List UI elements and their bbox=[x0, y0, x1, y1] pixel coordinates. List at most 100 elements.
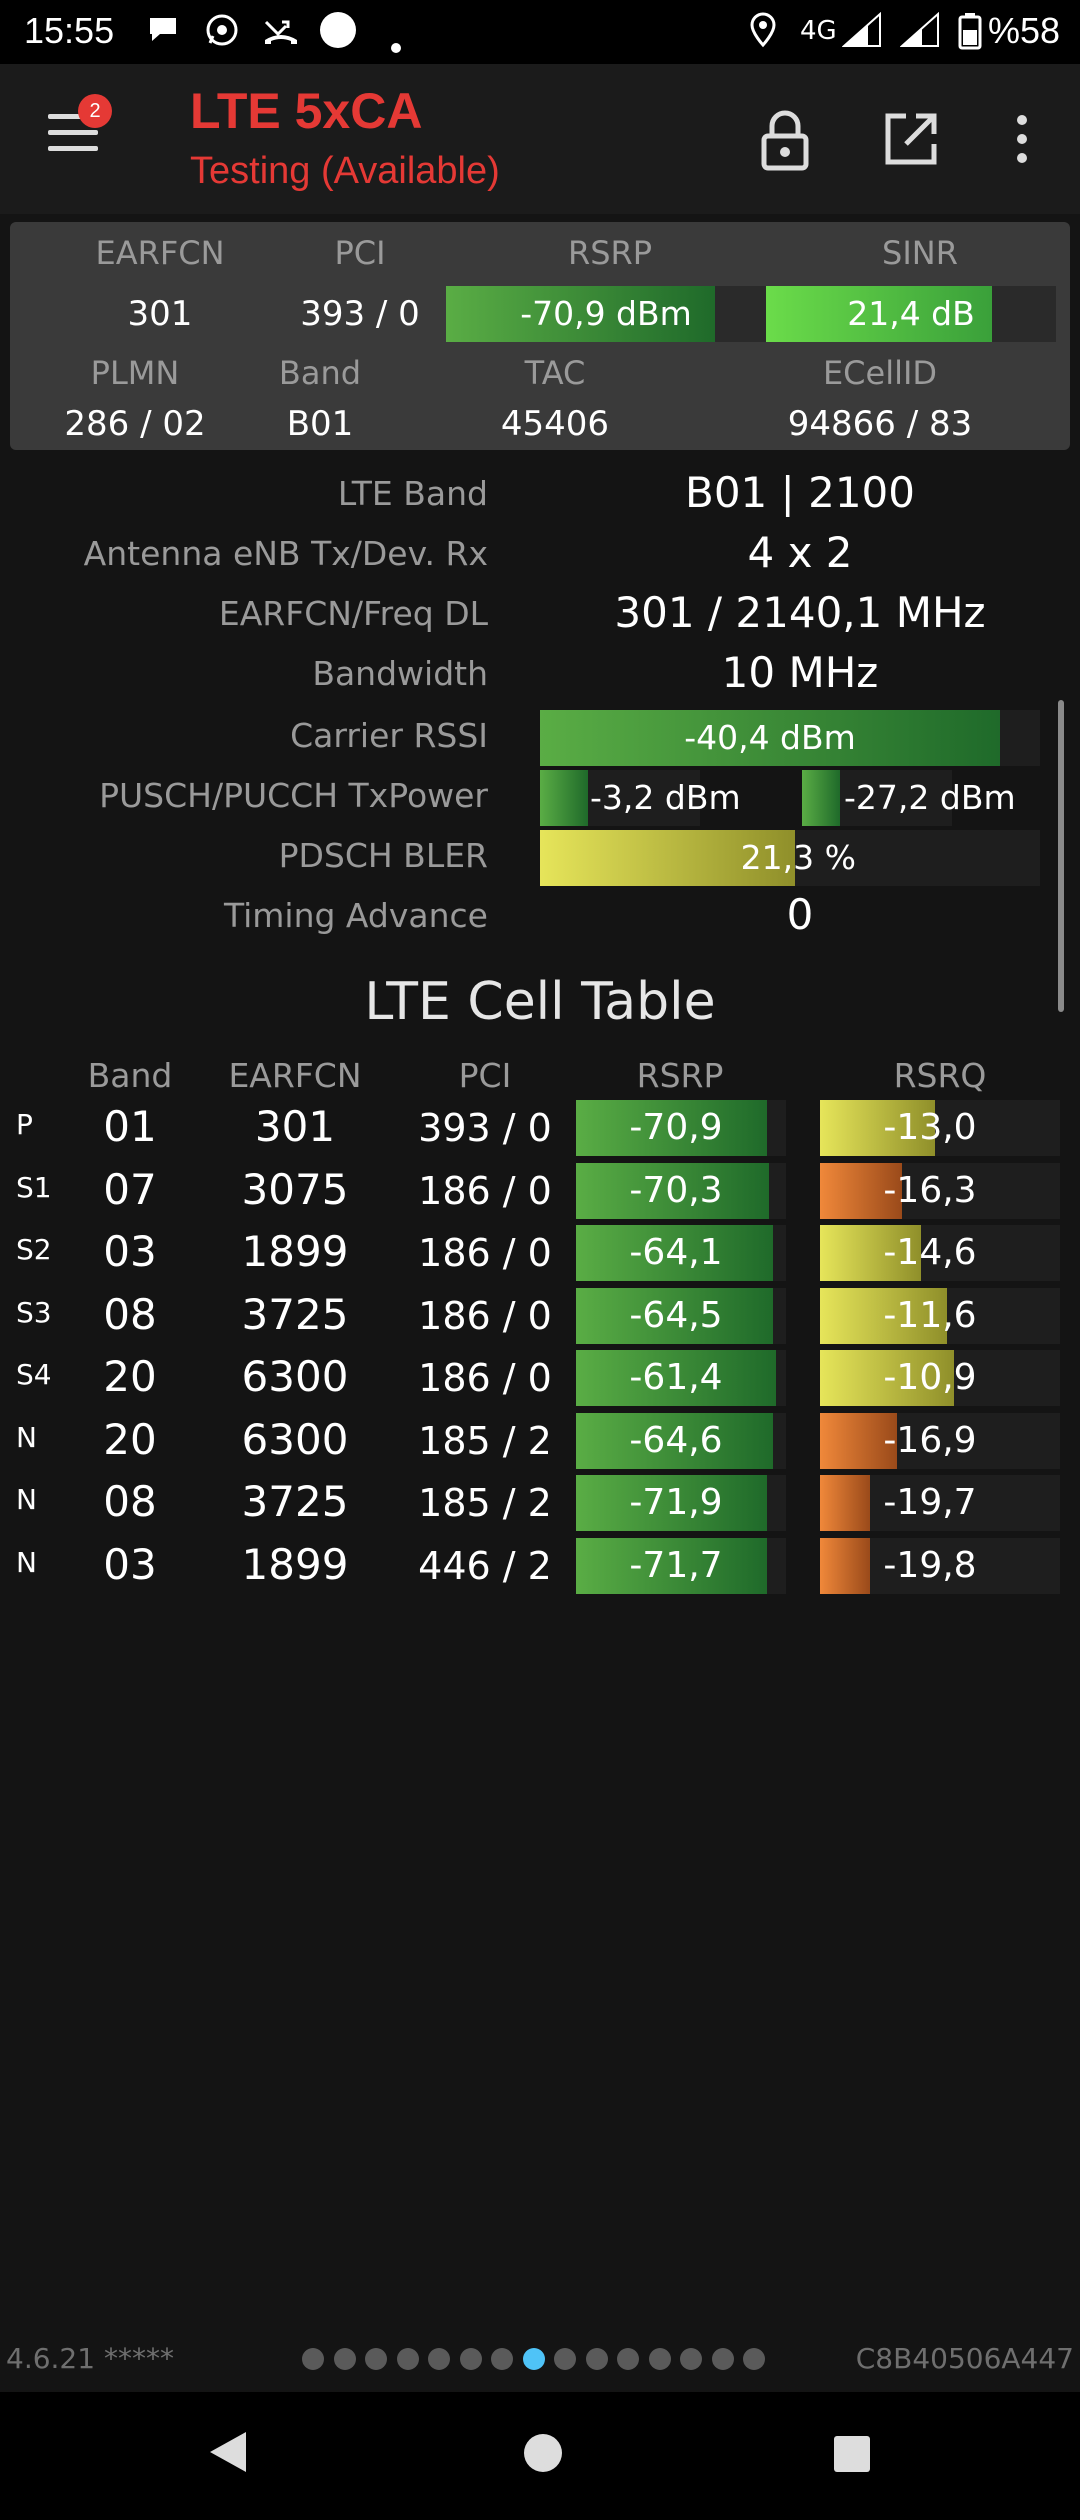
cell-type-tag: N bbox=[16, 1545, 37, 1579]
cell-rsrq-bar: -13,0 bbox=[820, 1100, 1060, 1156]
cell-earfcn: 6300 bbox=[241, 1414, 349, 1464]
cell-band: 01 bbox=[103, 1102, 157, 1151]
cell-rsrp-fill bbox=[576, 1350, 776, 1406]
home-icon[interactable] bbox=[524, 2434, 562, 2472]
cell-rsrp-value: -71,9 bbox=[629, 1482, 723, 1523]
cell-rsrq-fill bbox=[820, 1412, 897, 1469]
page-dot[interactable] bbox=[617, 2348, 639, 2370]
page-dot[interactable] bbox=[680, 2348, 702, 2370]
page-dot[interactable] bbox=[491, 2348, 513, 2370]
cell-rsrq-value: -19,8 bbox=[883, 1544, 977, 1586]
app-subtitle: Testing (Available) bbox=[190, 150, 500, 192]
cell-rsrq-fill bbox=[820, 1162, 902, 1219]
detail-lte-band: LTE Band B01 | 2100 bbox=[0, 466, 1080, 526]
detail-carrier-rssi: Carrier RSSI -40,4 dBm bbox=[0, 708, 1080, 768]
summary-header-sinr: SINR bbox=[882, 234, 958, 272]
cell-rsrq-bar: -16,3 bbox=[820, 1162, 1060, 1219]
cell-pci: 186 / 0 bbox=[418, 1231, 552, 1275]
battery-icon bbox=[958, 12, 982, 58]
whatsapp-icon bbox=[204, 12, 240, 56]
signal-icon bbox=[841, 11, 882, 56]
cell-pci: 186 / 0 bbox=[418, 1356, 552, 1400]
open-external-icon[interactable] bbox=[876, 104, 946, 174]
cell-rsrp-bar: -61,4 bbox=[576, 1350, 786, 1406]
table-row: S4 20 6300 186 / 0 -61,4 -10,9 bbox=[0, 1346, 1080, 1408]
cell-rsrp-value: -70,3 bbox=[629, 1169, 723, 1211]
more-options-icon[interactable] bbox=[990, 104, 1050, 174]
back-icon[interactable] bbox=[210, 2432, 246, 2472]
page-dot[interactable] bbox=[365, 2348, 387, 2370]
summary-rsrp-meter: -70,9 dBm bbox=[446, 286, 766, 342]
detail-label: Bandwidth bbox=[312, 654, 488, 693]
app-version: 4.6.21 ***** bbox=[6, 2342, 174, 2375]
page-dot-active[interactable] bbox=[522, 2348, 545, 2370]
status-bar: 15:55 4G %58 bbox=[0, 0, 1080, 64]
cell-rsrq-value: -16,9 bbox=[883, 1419, 977, 1461]
cell-rsrq-value: -19,7 bbox=[883, 1482, 977, 1523]
detail-label: PUSCH/PUCCH TxPower bbox=[99, 776, 488, 815]
pdsch-bler-value: 21,3 % bbox=[740, 838, 856, 877]
cell-type-tag: S4 bbox=[16, 1358, 52, 1391]
cell-band: 20 bbox=[103, 1352, 157, 1401]
summary-header-earfcn: EARFCN bbox=[95, 234, 225, 272]
lock-icon[interactable] bbox=[750, 104, 820, 174]
column-header-earfcn: EARFCN bbox=[228, 1056, 362, 1095]
summary-header-rsrp: RSRP bbox=[567, 234, 653, 272]
cell-rsrp-fill bbox=[576, 1225, 774, 1281]
cell-type-tag: N bbox=[16, 1420, 37, 1454]
page-dot[interactable] bbox=[428, 2348, 450, 2370]
battery-level: %58 bbox=[987, 10, 1060, 51]
page-dot[interactable] bbox=[459, 2348, 482, 2370]
cell-rsrp-bar: -70,3 bbox=[576, 1162, 786, 1219]
chat-bubble-icon bbox=[146, 12, 180, 54]
detail-value: 0 bbox=[786, 890, 814, 939]
page-dot[interactable] bbox=[302, 2348, 324, 2370]
page-dot[interactable] bbox=[743, 2348, 765, 2370]
cell-pci: 186 / 0 bbox=[418, 1168, 552, 1213]
page-dot[interactable] bbox=[648, 2348, 671, 2370]
device-id: C8B40506A447 bbox=[855, 2342, 1074, 2375]
page-dot[interactable] bbox=[333, 2348, 356, 2370]
table-row: P 01 301 393 / 0 -70,9 -13,0 bbox=[0, 1096, 1080, 1158]
cell-earfcn: 1899 bbox=[241, 1227, 349, 1276]
cell-rsrp-fill bbox=[576, 1162, 770, 1219]
page-dot[interactable] bbox=[396, 2348, 419, 2370]
cell-pci: 185 / 2 bbox=[418, 1418, 552, 1463]
recent-apps-icon[interactable] bbox=[834, 2436, 870, 2472]
summary-rsrp-value: -70,9 dBm bbox=[520, 294, 692, 333]
detail-label: LTE Band bbox=[337, 474, 488, 513]
page-dot[interactable] bbox=[585, 2348, 608, 2370]
cell-rsrp-bar: -64,6 bbox=[576, 1412, 786, 1469]
pusch-power-value: -3,2 dBm bbox=[590, 778, 741, 817]
cell-rsrp-fill bbox=[576, 1475, 768, 1531]
cell-band: 03 bbox=[103, 1539, 157, 1589]
page-dot[interactable] bbox=[554, 2348, 576, 2370]
cell-band: 07 bbox=[103, 1164, 157, 1214]
table-row: S1 07 3075 186 / 0 -70,3 -16,3 bbox=[0, 1159, 1080, 1221]
detail-label: PDSCH BLER bbox=[278, 836, 488, 875]
summary-header-tac: TAC bbox=[524, 354, 586, 392]
table-row: S2 03 1899 186 / 0 -64,1 -14,6 bbox=[0, 1221, 1080, 1283]
scrollbar[interactable] bbox=[1058, 700, 1064, 1012]
cell-rsrq-fill bbox=[820, 1537, 871, 1594]
cell-pci: 393 / 0 bbox=[418, 1106, 552, 1150]
cell-rsrp-bar: -70,9 bbox=[576, 1100, 786, 1156]
circle-icon bbox=[318, 10, 358, 58]
summary-band: B01 bbox=[286, 404, 354, 444]
cell-rsrq-fill bbox=[820, 1225, 921, 1281]
cell-rsrq-value: -14,6 bbox=[883, 1232, 977, 1273]
cell-earfcn: 3075 bbox=[241, 1164, 349, 1214]
column-header-pci: PCI bbox=[458, 1056, 512, 1095]
menu-icon[interactable] bbox=[48, 114, 98, 154]
detail-value: B01 | 2100 bbox=[685, 468, 915, 517]
column-header-rsrq: RSRQ bbox=[893, 1056, 987, 1095]
cell-rsrp-value: -71,7 bbox=[629, 1544, 723, 1586]
location-icon bbox=[748, 12, 778, 56]
cell-earfcn: 301 bbox=[254, 1102, 336, 1151]
pusch-power-fill bbox=[540, 770, 588, 826]
cell-rsrq-value: -10,9 bbox=[883, 1357, 977, 1398]
summary-sinr-meter: 21,4 dB bbox=[766, 286, 1056, 342]
page-dot[interactable] bbox=[711, 2348, 734, 2370]
cell-rsrp-bar: -71,7 bbox=[576, 1537, 786, 1594]
cell-rsrq-bar: -16,9 bbox=[820, 1412, 1060, 1469]
